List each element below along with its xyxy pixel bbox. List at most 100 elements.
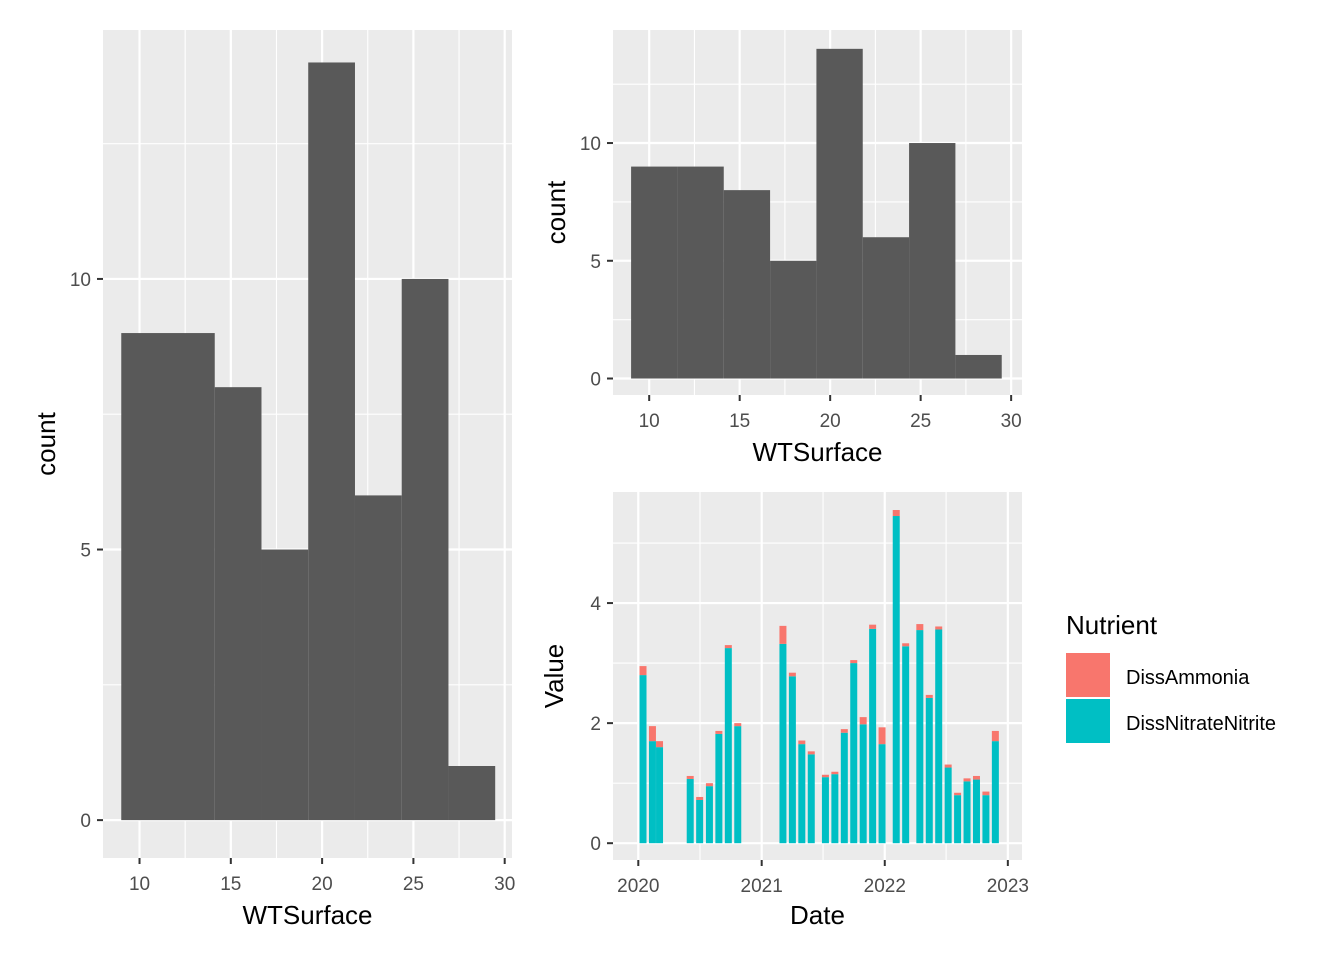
histogram-left-bar xyxy=(448,766,496,821)
histogram-left-bar xyxy=(354,495,402,821)
stacked-bar-bars xyxy=(639,510,999,844)
stacked-bar-segment-dissnitratenitrite xyxy=(831,774,839,844)
stacked-bar-segment-dissammonia xyxy=(831,771,839,775)
histogram-right-x-tick-label: 30 xyxy=(1001,411,1022,432)
stacked-bar-background xyxy=(613,492,1022,860)
stacked-bar-segment-dissammonia xyxy=(963,778,971,782)
stacked-bar-segment-dissnitratenitrite xyxy=(788,676,796,844)
stacked-bar-segment-dissnitratenitrite xyxy=(935,629,943,844)
stacked-bar-segment-dissnitratenitrite xyxy=(892,516,900,844)
histogram-right-x-tick-label: 15 xyxy=(729,411,750,432)
stacked-bar-segment-dissammonia xyxy=(954,792,962,796)
histogram-right-y-tick-label: 10 xyxy=(580,134,601,155)
stacked-bar-segment-dissnitratenitrite xyxy=(734,726,742,844)
histogram-left-x-tick-label: 15 xyxy=(220,874,241,895)
stacked-bar-x-tick-label: 2023 xyxy=(987,876,1029,897)
histogram-left-x-tick-label: 30 xyxy=(494,874,515,895)
histogram-right-x-tick-label: 25 xyxy=(910,411,931,432)
stacked-bar-segment-dissammonia xyxy=(656,741,664,748)
stacked-bar-segment-dissnitratenitrite xyxy=(916,630,924,844)
stacked-bar-segment-dissammonia xyxy=(944,764,952,768)
stacked-bar-x-tick-label: 2020 xyxy=(617,876,659,897)
stacked-bar-segment-dissammonia xyxy=(686,775,694,779)
stacked-bar-segment-dissammonia xyxy=(724,645,732,649)
stacked-bar-segment-dissnitratenitrite xyxy=(859,724,867,844)
histogram-right-y-tick-label: 0 xyxy=(590,370,601,391)
stacked-bar-segment-dissammonia xyxy=(982,791,990,796)
stacked-bar-segment-dissnitratenitrite xyxy=(869,628,877,844)
stacked-bar-segment-dissnitratenitrite xyxy=(850,663,858,844)
histogram-left-bars xyxy=(121,62,496,821)
stacked-bar-segment-dissnitratenitrite xyxy=(648,741,656,844)
histogram-right-bar xyxy=(770,260,817,379)
stacked-bar-x-axis-title: Date xyxy=(790,900,845,930)
stacked-bar-segment-dissammonia xyxy=(925,694,933,698)
legend-key-dissnitratenitrite xyxy=(1066,699,1110,743)
stacked-bar-segment-dissammonia xyxy=(807,751,815,755)
stacked-bar-segment-dissammonia xyxy=(935,626,943,630)
histogram-left-x-tick-label: 25 xyxy=(403,874,424,895)
stacked-bar-segment-dissnitratenitrite xyxy=(724,648,732,844)
stacked-bar-x-tick-label: 2022 xyxy=(864,876,906,897)
histogram-right-y-axis-title: count xyxy=(541,180,571,244)
stacked-bar-segment-dissnitratenitrite xyxy=(982,795,990,844)
stacked-bar-segment-dissammonia xyxy=(916,624,924,631)
histogram-right-bar xyxy=(955,354,1002,379)
histogram-left-bar xyxy=(308,62,355,821)
histogram-left-bar xyxy=(401,278,449,821)
stacked-bar-segment-dissnitratenitrite xyxy=(972,779,980,844)
histogram-left-panel: 10 15 20 25 30 0 5 10 WTSurface count xyxy=(31,30,515,930)
stacked-bar-y-tick-label: 0 xyxy=(590,834,601,855)
histogram-left-ticks: 10 15 20 25 30 0 5 10 xyxy=(70,270,515,895)
stacked-bar-segment-dissammonia xyxy=(705,783,713,787)
stacked-bar-segment-dissammonia xyxy=(788,672,796,677)
stacked-bar-y-tick-label: 2 xyxy=(590,714,601,735)
stacked-bar-segment-dissammonia xyxy=(850,660,858,664)
stacked-bar-segment-dissammonia xyxy=(859,717,867,725)
stacked-bar-segment-dissammonia xyxy=(821,774,829,778)
histogram-left-y-tick-label: 10 xyxy=(70,270,91,291)
legend-key-dissammonia xyxy=(1066,653,1110,697)
histogram-right-bar xyxy=(631,166,678,379)
stacked-bar-segment-dissammonia xyxy=(991,730,999,742)
histogram-right-panel: 10 15 20 25 30 0 5 10 WTSurface count xyxy=(541,30,1022,467)
histogram-right-x-tick-label: 10 xyxy=(639,411,660,432)
stacked-bar-segment-dissnitratenitrite xyxy=(821,777,829,844)
stacked-bar-segment-dissnitratenitrite xyxy=(807,754,815,844)
stacked-bar-segment-dissammonia xyxy=(734,723,742,727)
histogram-left-x-tick-label: 10 xyxy=(129,874,150,895)
stacked-bar-segment-dissammonia xyxy=(972,775,980,780)
stacked-bar-segment-dissnitratenitrite xyxy=(963,781,971,844)
stacked-bar-segment-dissnitratenitrite xyxy=(840,732,848,844)
histogram-left-bar xyxy=(214,387,262,821)
stacked-bar-segment-dissnitratenitrite xyxy=(798,744,806,844)
stacked-bar-y-tick-label: 4 xyxy=(590,594,601,615)
stacked-bar-segment-dissammonia xyxy=(878,727,886,745)
histogram-right-y-tick-label: 5 xyxy=(590,252,601,273)
stacked-bar-segment-dissammonia xyxy=(869,624,877,629)
stacked-bar-segment-dissammonia xyxy=(779,625,787,644)
stacked-bar-segment-dissnitratenitrite xyxy=(705,786,713,844)
histogram-right-bar xyxy=(909,143,956,379)
histogram-right-ticks: 10 15 20 25 30 0 5 10 xyxy=(580,134,1022,432)
stacked-bar-segment-dissnitratenitrite xyxy=(944,767,952,844)
stacked-bar-segment-dissnitratenitrite xyxy=(696,799,704,844)
histogram-right-bar xyxy=(816,48,863,379)
stacked-bar-segment-dissammonia xyxy=(798,740,806,745)
histogram-right-x-tick-label: 20 xyxy=(820,411,841,432)
legend-title: Nutrient xyxy=(1066,610,1158,640)
histogram-left-y-axis-title: count xyxy=(31,411,61,475)
stacked-bar-panel: 2020 2021 2022 2023 0 2 4 Date Value xyxy=(539,492,1029,930)
histogram-left-x-tick-label: 20 xyxy=(312,874,333,895)
histogram-right-bar xyxy=(723,190,771,379)
stacked-bar-segment-dissammonia xyxy=(902,643,910,647)
stacked-bar-ticks: 2020 2021 2022 2023 0 2 4 xyxy=(590,594,1029,897)
histogram-left-bar xyxy=(121,333,169,821)
stacked-bar-segment-dissnitratenitrite xyxy=(878,744,886,844)
histogram-left-x-axis-title: WTSurface xyxy=(242,900,372,930)
stacked-bar-segment-dissammonia xyxy=(639,666,647,676)
histogram-right-bars xyxy=(631,48,1002,379)
histogram-left-y-tick-label: 0 xyxy=(80,811,91,832)
